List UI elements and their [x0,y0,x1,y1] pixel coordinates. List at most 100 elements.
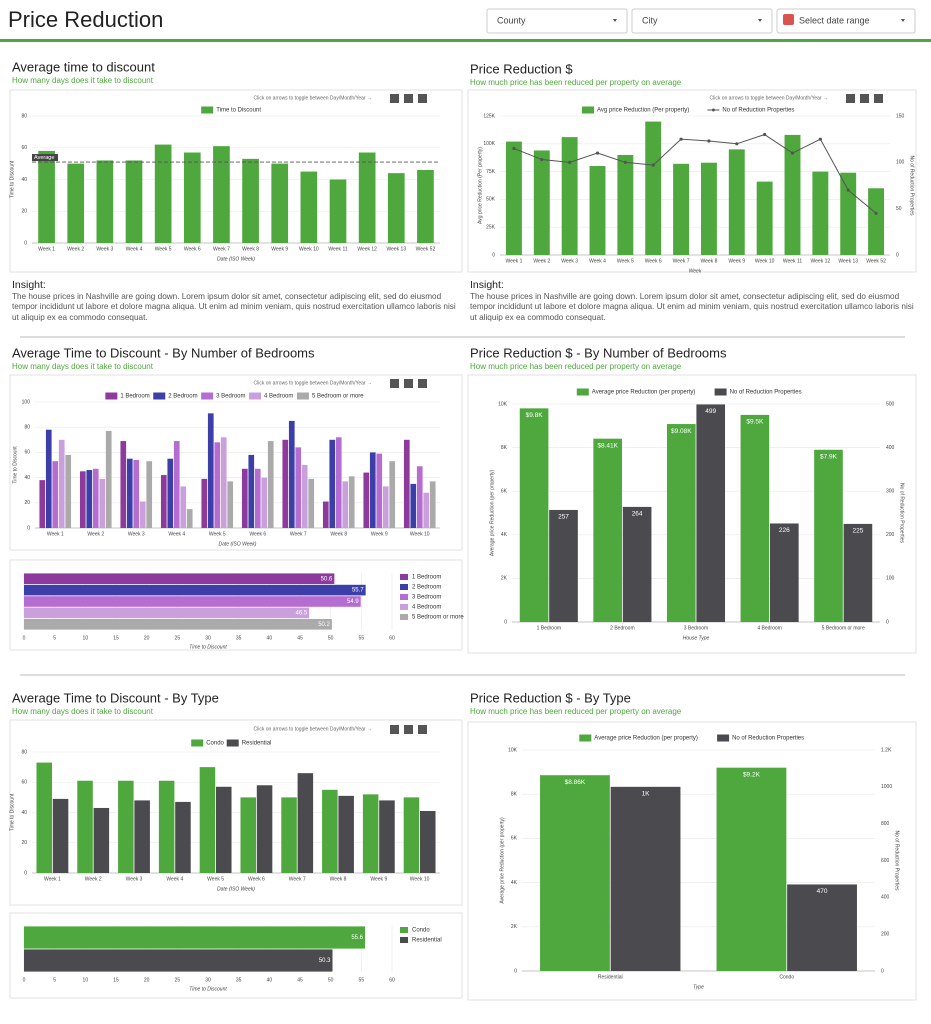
legend-swatch [201,392,214,400]
y-tick-label: 8K [501,445,508,451]
y-tick-label: 0 [492,252,495,258]
x-tick-label: Week 10 [299,246,319,252]
bar [39,480,46,528]
y-tick-label: 25K [486,225,496,231]
x-tick-label: Week 7 [213,246,230,252]
x-tick-label: 55 [359,635,365,641]
toggle-button[interactable] [404,379,413,388]
y-axis-title: Average price Reduction (per property) [499,817,505,904]
filter-dropdown[interactable] [776,8,916,34]
legend-label: Average price Reduction (per property) [594,736,698,742]
line-marker [846,188,850,192]
toggle-button[interactable] [418,94,427,103]
bar [622,506,652,622]
x-tick-label: Week 3 [561,258,578,264]
bar [36,762,52,873]
bar [342,481,349,528]
toggle-button[interactable] [418,379,427,388]
bar [610,786,681,971]
toggle-button[interactable] [390,94,399,103]
legend-swatch [400,937,408,943]
bar [329,439,336,528]
toggle-button[interactable] [846,94,855,103]
bar [363,472,370,528]
x-tick-label: Condo [779,974,794,980]
x-tick-label: Week 6 [249,531,266,537]
calendar-icon [783,14,794,25]
y2-tick-label: 50 [896,206,902,212]
toggle-hint: Click on arrows to toggle between Day/Mo… [254,95,373,101]
bar [322,789,338,873]
filter-dropdown[interactable] [486,8,628,34]
x-tick-label: 1 Bedroom [537,625,561,631]
y-tick-label: 0 [514,968,517,974]
bar [533,150,550,255]
bar [79,471,86,528]
bar [220,437,227,528]
legend-label: Time to Discount [216,108,261,114]
bar [65,454,72,528]
x-tick-label: Week 10 [410,876,430,882]
x-axis-title: Week [689,268,702,274]
legend-label: Residential [242,741,272,747]
toggle-button[interactable] [390,725,399,734]
bar [382,486,389,528]
y-tick-label: 2K [501,576,508,582]
x-tick-label: Week 12 [811,258,831,264]
toggle-button[interactable] [404,725,413,734]
legend-swatch [714,388,727,396]
x-tick-label: 4 Bedroom [757,625,781,631]
legend-label: 2 Bedroom [412,585,441,591]
x-axis-title: Date (ISO Week) [217,256,255,262]
toggle-button[interactable] [418,725,427,734]
legend-label: 3 Bedroom [216,394,245,400]
bar [300,171,318,243]
x-tick-label: Week 8 [242,246,259,252]
line-marker [568,160,572,164]
x-tick-label: 5 [53,977,56,983]
chart-title: Average Time to Discount - By Type [12,690,219,705]
line-marker [735,142,739,146]
x-tick-label: Week 5 [209,531,226,537]
legend-label: Residential [412,938,442,944]
x-tick-label: 10 [83,977,89,983]
x-tick-label: Week 6 [184,246,201,252]
chart-subtitle: How many days does it take to discount [12,707,154,716]
legend-swatch [400,574,408,580]
x-tick-label: Week 2 [85,876,102,882]
x-tick-label: Week 52 [416,246,436,252]
filter-dropdown[interactable] [631,8,773,34]
chart-title: Price Reduction $ [470,61,573,76]
bar [139,501,146,528]
bar [267,441,274,528]
y-axis-title: Time to Discount [9,793,15,831]
y-axis-title: Time to Discount [9,160,15,198]
x-tick-label: Residential [598,974,623,980]
data-label: 50.2 [318,622,330,628]
bar [369,452,376,528]
toggle-button[interactable] [404,94,413,103]
data-label: $9.08K [671,428,692,435]
legend-swatch [400,594,408,600]
bar [52,798,69,873]
x-tick-label: Week 52 [866,258,886,264]
bar [96,160,114,243]
x-tick-label: Week 1 [47,531,64,537]
chart-subtitle: How much price has been reduced per prop… [470,78,682,87]
x-tick-label: Week 4 [126,246,143,252]
line-marker [623,160,627,164]
y-tick-label: 8K [511,792,518,798]
legend-swatch [400,604,408,610]
legend-label: 5 Bedroom or more [412,615,464,621]
bar [740,414,770,622]
line-marker [595,151,600,155]
bar [420,810,436,873]
toggle-button[interactable] [860,94,869,103]
x-tick-label: 40 [267,977,273,983]
insight: Insight: The house prices in Nashville ar… [12,280,460,323]
x-tick-label: Week 7 [673,258,690,264]
toggle-button[interactable] [874,94,883,103]
y-tick-label: 20 [21,209,27,215]
toggle-button[interactable] [390,379,399,388]
legend-label: 4 Bedroom [264,394,293,400]
